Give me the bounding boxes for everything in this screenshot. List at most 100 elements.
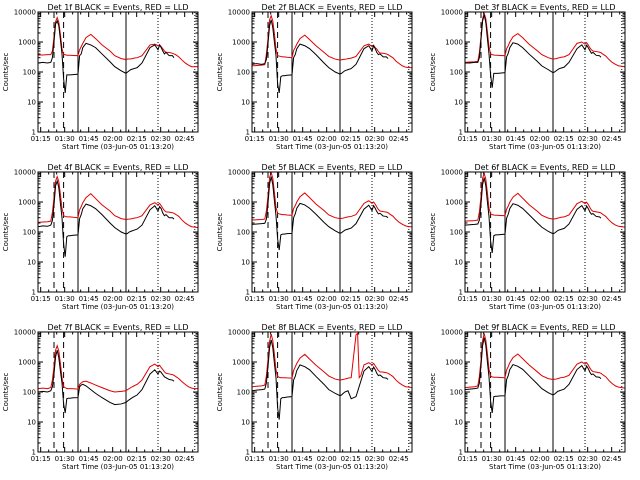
y-tick-label: 10 (454, 419, 463, 427)
y-tick-label: 1000 (18, 199, 36, 207)
x-tick-label: 01:45 (79, 455, 99, 463)
x-tick-label: 02:00 (530, 135, 550, 143)
y-tick-label: 10000 (228, 329, 250, 337)
x-tick-label: 02:45 (389, 455, 409, 463)
panel-title: Det 2f BLACK = Events, RED = LLD (261, 3, 402, 12)
panel-4: Det 4f BLACK = Events, RED = LLD 1 10 100 10… (2, 163, 199, 311)
y-axis-label: Counts/sec (2, 53, 10, 92)
x-tick-label: 02:00 (317, 135, 337, 143)
y-axis-label: Counts/sec (429, 213, 437, 252)
y-tick-label: 10000 (228, 9, 250, 17)
y-tick-label: 10 (454, 99, 463, 107)
y-tick-label: 100 (23, 69, 36, 77)
x-tick-label: 02:00 (103, 135, 123, 143)
series-events-line (465, 337, 602, 414)
panel-title: Det 9f BLACK = Events, RED = LLD (474, 323, 615, 332)
y-tick-label: 100 (23, 389, 36, 397)
y-tick-label: 1000 (18, 359, 36, 367)
panel-title: Det 1f BLACK = Events, RED = LLD (47, 3, 188, 12)
panel-title: Det 8f BLACK = Events, RED = LLD (261, 323, 402, 332)
y-tick-label: 1 (32, 449, 36, 457)
plot-frame (37, 11, 199, 133)
x-axis-label: Start Time (03-Jun-05 01:13:20) (489, 143, 601, 151)
series-events-line (252, 176, 389, 251)
x-tick-label: 02:15 (127, 455, 147, 463)
x-tick-label: 02:30 (365, 135, 385, 143)
x-tick-label: 02:45 (602, 135, 622, 143)
x-tick-label: 02:30 (365, 295, 385, 303)
x-tick-label: 01:15 (31, 455, 51, 463)
y-axis-label: Counts/sec (2, 213, 10, 252)
x-axis-label: Start Time (03-Jun-05 01:13:20) (62, 143, 174, 151)
y-tick-label: 1 (32, 289, 36, 297)
x-tick-label: 02:45 (175, 135, 195, 143)
y-tick-label: 1 (459, 449, 463, 457)
x-tick-label: 02:45 (175, 295, 195, 303)
x-tick-label: 02:00 (530, 295, 550, 303)
y-tick-label: 100 (450, 229, 463, 237)
panel-8: Det 8f BLACK = Events, RED = LLD 1 10 100 10… (216, 323, 413, 471)
y-tick-label: 1000 (445, 199, 463, 207)
series-events-line (38, 349, 175, 414)
panel-1: Det 1f BLACK = Events, RED = LLD 1 10 100 10… (2, 3, 199, 151)
x-tick-label: 01:15 (458, 295, 478, 303)
x-tick-label: 02:30 (578, 455, 598, 463)
x-tick-label: 02:30 (151, 295, 171, 303)
panel-title: Det 3f BLACK = Events, RED = LLD (474, 3, 615, 12)
x-axis-label: Start Time (03-Jun-05 01:13:20) (489, 303, 601, 311)
y-tick-label: 10000 (441, 169, 463, 177)
x-tick-label: 02:00 (103, 295, 123, 303)
y-tick-label: 1 (246, 289, 250, 297)
x-tick-label: 02:45 (175, 455, 195, 463)
y-tick-label: 10 (27, 419, 36, 427)
y-tick-label: 1000 (232, 199, 250, 207)
y-tick-label: 10000 (14, 169, 36, 177)
y-tick-label: 1000 (445, 359, 463, 367)
series-events-line (38, 179, 175, 257)
y-tick-label: 1000 (445, 39, 463, 47)
x-tick-label: 01:45 (293, 135, 313, 143)
y-tick-label: 100 (23, 229, 36, 237)
panel-6: Det 6f BLACK = Events, RED = LLD 1 10 100 10… (429, 163, 626, 311)
y-tick-label: 10000 (441, 9, 463, 17)
x-tick-label: 01:45 (79, 295, 99, 303)
x-tick-label: 02:30 (578, 135, 598, 143)
x-tick-label: 02:30 (365, 455, 385, 463)
panel-2: Det 2f BLACK = Events, RED = LLD 1 10 100 10… (216, 3, 413, 151)
y-tick-label: 10000 (441, 329, 463, 337)
series-lld-line (465, 333, 625, 389)
y-tick-label: 1000 (232, 39, 250, 47)
y-tick-label: 10000 (14, 329, 36, 337)
y-axis-label: Counts/sec (2, 373, 10, 412)
y-axis-label: Counts/sec (216, 373, 224, 412)
series-lld-line (465, 172, 625, 228)
y-tick-label: 10 (454, 259, 463, 267)
x-tick-label: 01:30 (55, 295, 75, 303)
series-events-line (465, 177, 602, 254)
x-tick-label: 01:30 (55, 455, 75, 463)
plot-frame (464, 171, 626, 293)
x-tick-label: 02:15 (341, 455, 361, 463)
x-tick-label: 02:15 (341, 295, 361, 303)
panel-5: Det 5f BLACK = Events, RED = LLD 1 10 100 10… (216, 163, 413, 311)
x-tick-label: 01:30 (482, 295, 502, 303)
x-tick-label: 02:00 (317, 455, 337, 463)
y-tick-label: 1000 (232, 359, 250, 367)
series-events-line (465, 14, 602, 88)
x-tick-label: 02:15 (341, 135, 361, 143)
y-tick-label: 100 (237, 69, 250, 77)
panel-title: Det 4f BLACK = Events, RED = LLD (47, 163, 188, 172)
x-tick-label: 02:45 (389, 295, 409, 303)
x-tick-label: 02:45 (602, 455, 622, 463)
x-axis-label: Start Time (03-Jun-05 01:13:20) (276, 143, 388, 151)
panel-title: Det 7f BLACK = Events, RED = LLD (47, 323, 188, 332)
x-axis-label: Start Time (03-Jun-05 01:13:20) (276, 463, 388, 471)
y-tick-label: 1 (246, 129, 250, 137)
x-axis-label: Start Time (03-Jun-05 01:13:20) (62, 463, 174, 471)
x-tick-label: 01:15 (31, 295, 51, 303)
x-tick-label: 01:15 (245, 295, 265, 303)
y-tick-label: 10000 (14, 9, 36, 17)
series-lld-line (38, 16, 198, 68)
series-lld-line (252, 14, 412, 69)
plot-frame (251, 11, 413, 133)
